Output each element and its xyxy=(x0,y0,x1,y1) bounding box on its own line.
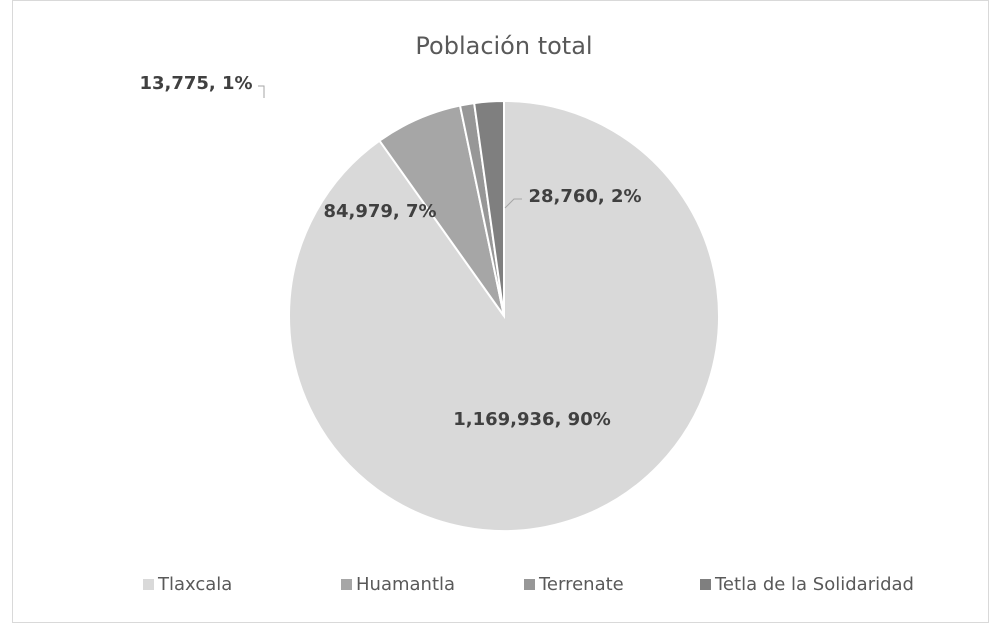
chart-title: Población total xyxy=(415,32,592,60)
leader-line xyxy=(258,85,265,98)
pie-slice xyxy=(473,99,505,317)
legend-swatch xyxy=(700,579,711,590)
data-label: 84,979, 7% xyxy=(323,201,436,222)
legend-swatch xyxy=(143,579,154,590)
legend-swatch xyxy=(524,579,535,590)
leader-line xyxy=(504,198,522,209)
data-label: 13,775, 1% xyxy=(139,73,252,94)
legend-label: Terrenate xyxy=(538,574,624,595)
legend-label: Tetla de la Solidaridad xyxy=(714,574,914,595)
legend-label: Tlaxcala xyxy=(157,574,232,595)
legend-swatch xyxy=(341,579,352,590)
data-label: 28,760, 2% xyxy=(528,186,641,207)
data-label: 1,169,936, 90% xyxy=(453,409,611,430)
legend-label: Huamantla xyxy=(356,574,455,595)
pie-slice xyxy=(288,99,720,532)
